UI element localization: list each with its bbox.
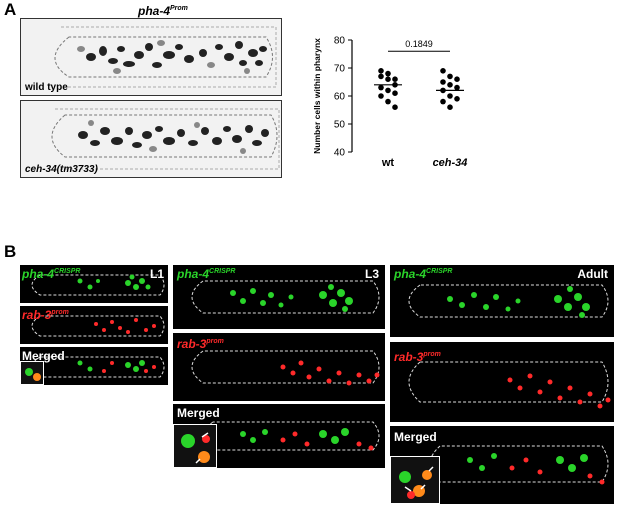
pvalue-label: 0.1849 bbox=[405, 39, 433, 49]
adult-green-nuclei bbox=[408, 284, 609, 318]
y-tick-label: 80 bbox=[334, 36, 346, 47]
l1-merged-label: Merged bbox=[22, 349, 65, 363]
l1-stage-label: L1 bbox=[149, 267, 164, 281]
l1-green-label: pha-4CRISPR bbox=[22, 267, 80, 281]
wild-type-micrograph: wild type bbox=[20, 18, 282, 96]
adult-red-label: rab-3prom bbox=[394, 350, 441, 364]
adult-green-label: pha-4CRISPR bbox=[394, 267, 452, 281]
data-point bbox=[378, 68, 384, 74]
data-point bbox=[385, 98, 391, 105]
data-point bbox=[392, 90, 398, 96]
l1-green-nuclei bbox=[31, 274, 165, 296]
x-category-label: wt bbox=[381, 157, 395, 169]
data-point bbox=[447, 93, 453, 99]
adult-merged-image: Merged bbox=[390, 426, 614, 504]
l1-red-label: rab-3prom bbox=[22, 308, 69, 322]
adult-stage-label: Adult bbox=[577, 267, 608, 281]
data-point bbox=[454, 84, 460, 91]
data-point bbox=[454, 96, 460, 102]
l1-merged-inset bbox=[20, 361, 44, 385]
l3-merged-label: Merged bbox=[177, 406, 220, 420]
l1-red-nuclei bbox=[31, 315, 165, 337]
l3-merged-inset bbox=[173, 424, 217, 468]
pharynx-cell-count-chart: 40 50 60 70 80 Number cells within pharynx wt c… bbox=[312, 36, 467, 170]
l1-green-image: pha-4CRISPR L1 bbox=[20, 265, 168, 303]
l3-red-image: rab-3prom bbox=[173, 333, 385, 401]
l3-red-label: rab-3prom bbox=[177, 337, 224, 351]
panel-a-title-text: pha-4 bbox=[138, 4, 171, 18]
l1-merged-nuclei bbox=[31, 356, 165, 378]
data-point bbox=[440, 98, 446, 105]
adult-merged-nuclei bbox=[429, 445, 609, 485]
ceh-34-micrograph: ceh-34(tm3733) bbox=[20, 100, 282, 178]
data-point bbox=[454, 76, 460, 82]
data-point bbox=[378, 73, 384, 80]
wild-type-nuclei bbox=[54, 26, 277, 88]
l3-green-label: pha-4CRISPR bbox=[177, 267, 235, 281]
l3-green-image: pha-4CRISPR L3 bbox=[173, 265, 385, 329]
ceh-34-label: ceh-34(tm3733) bbox=[25, 164, 98, 175]
l3-red-label-text: rab-3 bbox=[177, 337, 207, 351]
l3-green-label-sup: CRISPR bbox=[209, 268, 236, 275]
adult-red-image: rab-3prom bbox=[390, 342, 614, 422]
x-category-label: ceh-34 bbox=[433, 157, 468, 169]
adult-green-image: pha-4CRISPR Adult bbox=[390, 265, 614, 337]
y-axis-title: Number cells within pharynx bbox=[312, 38, 322, 154]
adult-green-label-sup: CRISPR bbox=[426, 268, 453, 275]
panel-b-letter: B bbox=[4, 242, 17, 261]
l3-red-label-sup: prom bbox=[206, 338, 224, 345]
data-point bbox=[440, 68, 446, 74]
data-point bbox=[385, 87, 391, 94]
l3-green-nuclei bbox=[191, 280, 380, 314]
data-point bbox=[378, 93, 384, 99]
data-point bbox=[392, 76, 398, 82]
chart-points bbox=[374, 68, 464, 110]
data-point bbox=[385, 76, 391, 82]
y-tick-label: 50 bbox=[334, 120, 346, 131]
adult-merged-inset bbox=[390, 456, 440, 504]
data-point bbox=[440, 79, 446, 85]
data-point bbox=[447, 82, 453, 88]
l1-green-label-text: pha-4 bbox=[22, 267, 55, 281]
l3-merged-image: Merged bbox=[173, 404, 385, 468]
y-tick-label: 60 bbox=[334, 92, 346, 103]
l3-inset-cells bbox=[181, 432, 210, 464]
panel-a-letter: A bbox=[4, 0, 17, 19]
panel-a-title: pha-4Prom bbox=[138, 4, 188, 18]
adult-red-label-text: rab-3 bbox=[394, 350, 424, 364]
adult-red-label-sup: prom bbox=[423, 351, 441, 358]
data-point bbox=[392, 104, 398, 110]
adult-merged-label: Merged bbox=[394, 430, 437, 444]
ceh-34-nuclei bbox=[51, 108, 280, 170]
adult-green-label-text: pha-4 bbox=[394, 267, 427, 281]
l1-red-image: rab-3prom bbox=[20, 306, 168, 344]
y-tick-label: 40 bbox=[334, 148, 346, 159]
l1-green-label-sup: CRISPR bbox=[54, 268, 81, 275]
panel-a-title-sup: Prom bbox=[170, 5, 188, 12]
wild-type-label: wild type bbox=[25, 82, 68, 93]
data-point bbox=[447, 104, 453, 110]
data-point bbox=[447, 73, 453, 80]
data-point bbox=[378, 84, 384, 91]
adult-inset-cells bbox=[399, 466, 434, 499]
l1-red-label-sup: prom bbox=[51, 309, 69, 316]
data-point bbox=[385, 70, 391, 77]
l3-red-nuclei bbox=[191, 350, 380, 386]
l3-stage-label: L3 bbox=[364, 267, 379, 281]
l1-merged-image: Merged bbox=[20, 347, 168, 385]
chart-axes: 40 50 60 70 80 Number cells within pharynx wt c… bbox=[312, 36, 467, 170]
l3-green-label-text: pha-4 bbox=[177, 267, 210, 281]
y-tick-label: 70 bbox=[334, 64, 346, 75]
adult-red-nuclei bbox=[408, 361, 611, 409]
l1-inset-cells bbox=[25, 368, 41, 381]
l1-red-label-text: rab-3 bbox=[22, 308, 52, 322]
